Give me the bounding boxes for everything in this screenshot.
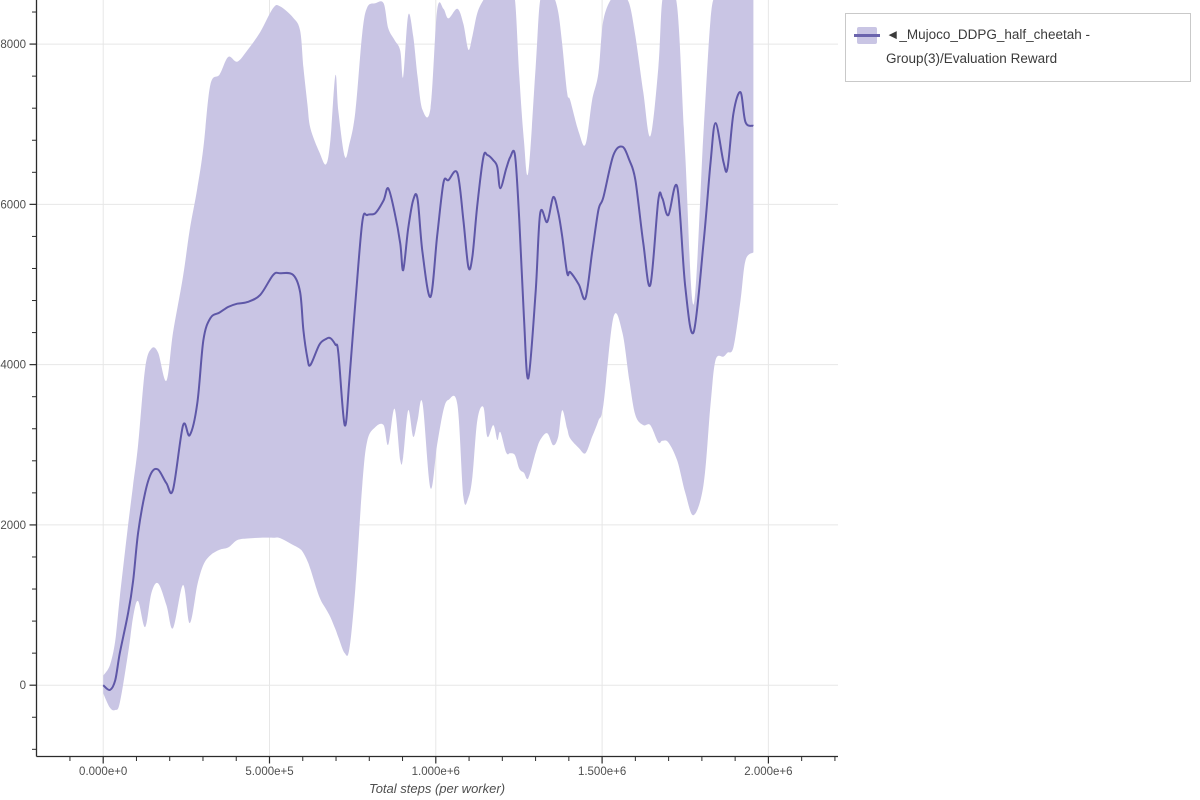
legend-label: ◄_Mujoco_DDPG_half_cheetah - Group(3)/Ev… bbox=[886, 27, 1090, 66]
y-tick-label: 6000 bbox=[0, 199, 26, 211]
confidence-band bbox=[103, 0, 754, 711]
legend: ◄_Mujoco_DDPG_half_cheetah - Group(3)/Ev… bbox=[845, 13, 1191, 82]
x-axis-title: Total steps (per worker) bbox=[368, 781, 506, 796]
y-tick-label: 4000 bbox=[0, 360, 26, 372]
x-tick-label: 1.500e+6 bbox=[578, 766, 626, 778]
x-tick-label: 5.000e+5 bbox=[245, 766, 293, 778]
x-tick-label: 1.000e+6 bbox=[412, 766, 460, 778]
y-tick-label: 2000 bbox=[0, 520, 26, 532]
x-tick-label: 2.000e+6 bbox=[744, 766, 792, 778]
plot-area[interactable] bbox=[37, 0, 839, 757]
x-tick-label: 0.000e+0 bbox=[79, 766, 127, 778]
y-tick-label: 8000 bbox=[0, 39, 26, 51]
legend-item[interactable]: ◄_Mujoco_DDPG_half_cheetah - Group(3)/Ev… bbox=[854, 23, 1180, 71]
legend-band-swatch-icon bbox=[854, 27, 880, 44]
mean-line bbox=[102, 91, 754, 692]
y-tick-label: 0 bbox=[20, 680, 26, 692]
